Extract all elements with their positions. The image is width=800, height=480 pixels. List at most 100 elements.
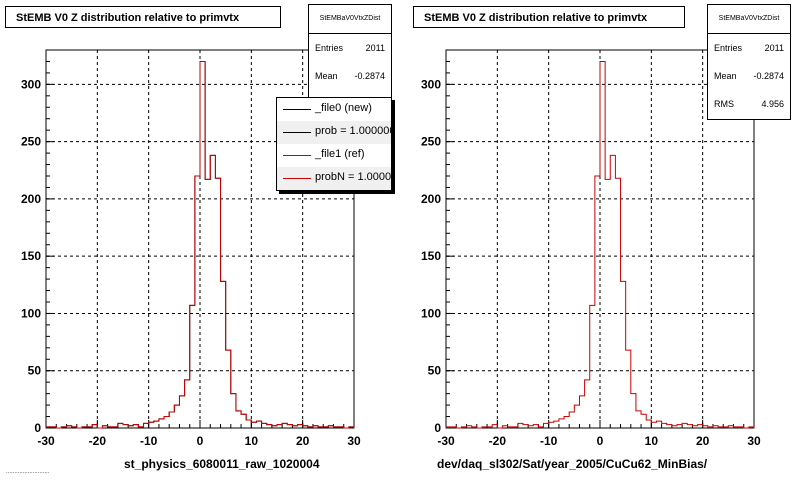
right-bin-0-50 xyxy=(703,426,708,428)
legend-swatch-prob xyxy=(283,132,311,133)
left-bin-1-18 xyxy=(138,427,143,428)
legend-swatch-probn xyxy=(283,178,311,179)
right-bin-0-27 xyxy=(585,380,590,428)
left-bin-1-1 xyxy=(51,427,56,428)
right-stats-box: StEMBaV0VtxZDist Entries 2011 Mean -0.28… xyxy=(707,4,791,120)
left-ytick-label-3: 150 xyxy=(21,249,41,263)
right-xtick-label-0: -30 xyxy=(437,434,455,448)
right-bin-0-52 xyxy=(713,426,718,428)
left-series-1 xyxy=(45,60,355,429)
right-bin-0-4 xyxy=(467,426,472,428)
right-bin-0-12 xyxy=(508,427,513,428)
left-mean-label: Mean xyxy=(315,71,338,81)
left-bin-1-12 xyxy=(108,427,113,428)
right-bin-0-26 xyxy=(579,396,584,428)
left-entries-value: 2011 xyxy=(365,43,385,53)
right-bin-0-55 xyxy=(728,426,733,428)
left-bin-1-0 xyxy=(46,427,51,428)
left-ytick-label-4: 200 xyxy=(21,192,41,206)
right-xtick-label-5: 20 xyxy=(696,434,710,448)
legend-swatch-file1 xyxy=(283,155,311,156)
right-bin-0-36 xyxy=(631,394,636,428)
left-xtick-label-0: -30 xyxy=(37,434,55,448)
left-bin-1-35 xyxy=(226,350,231,428)
right-footer-label: dev/daq_sl302/Sat/year_2005/CuCu62_MinBi… xyxy=(437,457,708,471)
left-bin-1-16 xyxy=(128,426,133,428)
legend-entry-file0: _file0 (new) xyxy=(277,98,391,121)
right-entries-label: Entries xyxy=(714,43,743,53)
left-bin-1-21 xyxy=(154,421,159,428)
legend-entry-probn: probN = 1.000000 xyxy=(277,167,391,190)
left-bin-1-57 xyxy=(339,427,344,428)
left-bin-1-9 xyxy=(92,425,97,428)
right-bin-0-29 xyxy=(595,176,600,428)
right-bin-0-59 xyxy=(749,427,754,428)
right-bin-0-19 xyxy=(544,423,549,428)
left-footer-small: .......................... xyxy=(6,469,50,475)
right-bin-0-0 xyxy=(446,427,451,428)
left-ytick-label-2: 100 xyxy=(21,306,41,320)
left-bin-1-40 xyxy=(251,422,256,428)
right-xtick-label-1: -20 xyxy=(489,434,507,448)
right-bin-0-31 xyxy=(605,179,610,428)
right-mean-label: Mean xyxy=(714,71,737,81)
left-bin-1-4 xyxy=(67,426,72,428)
left-stats-entries-row: Entries 2011 xyxy=(309,34,391,62)
left-bin-1-7 xyxy=(82,427,87,428)
left-mean-value: -0.2874 xyxy=(354,71,385,81)
left-bin-1-19 xyxy=(144,423,149,428)
left-bin-1-44 xyxy=(272,426,277,428)
right-xtick-label-3: 0 xyxy=(597,434,604,448)
left-bin-1-8 xyxy=(87,427,92,428)
right-bin-0-23 xyxy=(564,417,569,428)
right-bin-0-5 xyxy=(472,427,477,428)
right-bin-0-37 xyxy=(636,411,641,428)
left-xtick-label-2: -10 xyxy=(140,434,158,448)
left-bin-1-51 xyxy=(308,427,313,428)
right-ytick-label-4: 200 xyxy=(421,192,441,206)
left-bin-1-31 xyxy=(205,179,210,428)
left-bin-1-3 xyxy=(61,427,66,428)
right-bin-0-28 xyxy=(590,305,595,428)
right-bin-0-51 xyxy=(708,427,713,428)
right-bin-0-42 xyxy=(662,423,667,428)
right-bin-0-39 xyxy=(646,420,651,428)
left-stats-mean-row: Mean -0.2874 xyxy=(309,62,391,90)
left-bin-1-55 xyxy=(328,426,333,428)
left-ytick-label-6: 300 xyxy=(21,77,41,91)
right-bin-0-38 xyxy=(641,414,646,428)
left-bin-1-47 xyxy=(287,425,292,428)
right-chart-title: StEMB V0 Z distribution relative to prim… xyxy=(413,6,685,28)
right-entries-value: 2011 xyxy=(764,43,784,53)
right-ytick-label-6: 300 xyxy=(421,77,441,91)
right-bin-0-16 xyxy=(528,426,533,428)
left-bin-1-56 xyxy=(333,427,338,428)
right-bin-0-18 xyxy=(538,427,543,428)
right-ytick-label-0: 0 xyxy=(434,421,441,435)
left-footer-label: st_physics_6080011_raw_1020004 xyxy=(124,457,320,471)
left-xtick-label-3: 0 xyxy=(197,434,204,448)
left-ytick-label-1: 50 xyxy=(28,364,42,378)
left-bin-1-33 xyxy=(215,178,220,428)
left-stats-name: StEMBaV0VtxZDist xyxy=(309,5,391,34)
right-bin-0-30 xyxy=(600,61,605,428)
right-xtick-label-4: 10 xyxy=(645,434,659,448)
left-bin-1-5 xyxy=(72,427,77,428)
right-bin-0-25 xyxy=(574,405,579,428)
legend-label-file1: _file1 (ref) xyxy=(315,148,365,160)
left-bin-1-22 xyxy=(159,419,164,428)
left-bin-1-11 xyxy=(102,426,107,428)
left-bin-1-13 xyxy=(113,427,118,428)
left-bin-1-48 xyxy=(292,426,297,428)
legend-label-probn: probN = 1.000000 xyxy=(315,171,392,183)
right-stats-entries-row: Entries 2011 xyxy=(708,34,790,62)
left-bin-1-15 xyxy=(123,425,128,428)
right-bin-0-7 xyxy=(482,427,487,428)
right-rms-value: 4.956 xyxy=(761,99,784,109)
right-ytick-label-2: 100 xyxy=(421,306,441,320)
left-stats-box: StEMBaV0VtxZDist Entries 2011 Mean -0.28… xyxy=(308,4,392,99)
left-bin-1-49 xyxy=(298,425,303,428)
left-ytick-label-5: 250 xyxy=(21,135,41,149)
right-bin-0-44 xyxy=(672,426,677,428)
